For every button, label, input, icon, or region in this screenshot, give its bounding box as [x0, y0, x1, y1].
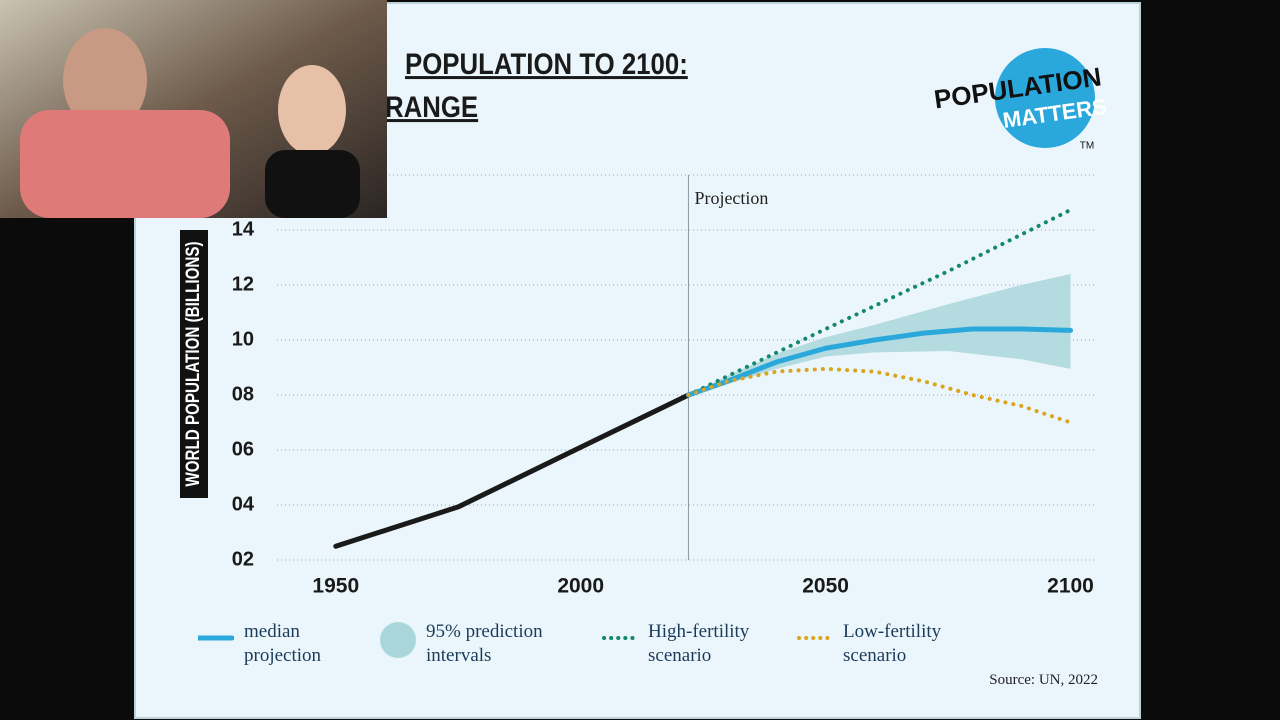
y-tick-label: 14 — [232, 218, 255, 240]
person — [265, 150, 360, 218]
legend-item: Low-fertility scenario — [797, 620, 978, 668]
legend-swatch — [797, 636, 833, 640]
person — [278, 65, 346, 155]
logo-mark: TM — [1080, 141, 1094, 152]
y-axis-label: WORLD POPULATION (BILLIONS) — [181, 241, 203, 486]
legend-item: High-fertility scenario — [602, 620, 783, 668]
prediction-band — [688, 274, 1071, 395]
legend-swatch — [198, 635, 234, 641]
legend-label: 95% prediction intervals — [426, 621, 543, 666]
y-tick-label: 06 — [232, 438, 254, 460]
x-tick-label: 2050 — [802, 575, 849, 598]
history-line — [333, 392, 691, 549]
legend-swatch — [602, 636, 638, 640]
series-line — [685, 326, 1074, 398]
logo-circle — [995, 48, 1095, 148]
legend-label: Low-fertility scenario — [843, 621, 942, 666]
legend-item: median projection — [198, 620, 379, 668]
x-tick-label: 1950 — [312, 575, 359, 598]
y-tick-label: 12 — [232, 273, 254, 295]
legend-swatch — [380, 622, 416, 658]
chart-title: RANGE — [385, 90, 478, 123]
y-tick-label: 02 — [232, 548, 254, 570]
x-tick-label: 2000 — [557, 575, 604, 598]
y-tick-label: 04 — [232, 493, 255, 515]
x-tick-label: 2100 — [1047, 575, 1094, 598]
chart-title: POPULATION TO 2100: — [405, 47, 688, 80]
y-tick-label: 08 — [232, 383, 254, 405]
y-label-box — [180, 230, 208, 498]
series-line — [686, 207, 1073, 397]
legend-item: 95% prediction intervals — [380, 620, 561, 668]
y-tick-label: 10 — [232, 328, 254, 350]
legend-label: median projection — [244, 621, 322, 666]
person — [20, 110, 230, 218]
plot: 02 04 06 08 10 12 14 1950 2000 2050 2100 Projection — [232, 174, 1095, 598]
series-line — [686, 366, 1073, 425]
source-note: Source: UN, 2022 — [989, 672, 1098, 688]
webcam — [0, 0, 387, 218]
annotation: Projection — [694, 188, 768, 208]
legend-label: High-fertility scenario — [648, 621, 750, 666]
person — [63, 28, 147, 132]
